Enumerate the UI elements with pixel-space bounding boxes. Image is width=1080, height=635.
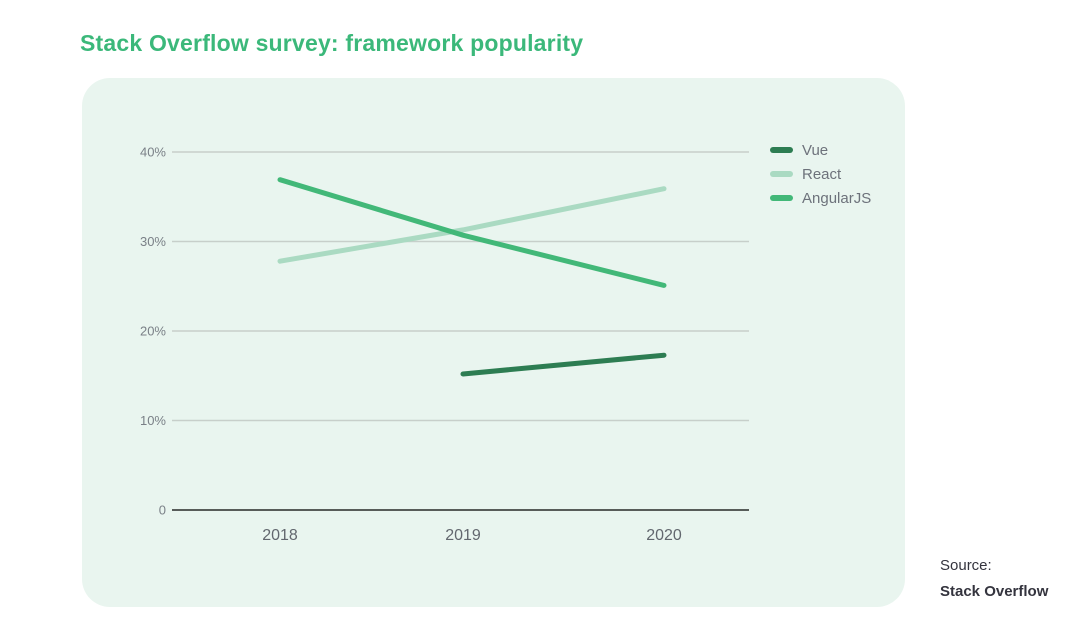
x-tick-label: 2019: [445, 527, 481, 544]
legend-swatch-icon: [770, 147, 793, 153]
legend-label: AngularJS: [802, 189, 872, 207]
legend-label: React: [802, 165, 842, 183]
source-label: Source:: [940, 557, 992, 574]
line-react: [277, 186, 667, 264]
y-tick-label: 20%: [140, 324, 166, 339]
chart-panel: 0 10% 20% 30% 40% 2018 2019 2020 Vue React Angula…: [82, 78, 905, 607]
chart-legend: Vue React AngularJS: [770, 138, 871, 210]
chart-source: Source: Stack Overflow: [940, 553, 1048, 605]
y-tick-label: 30%: [140, 234, 166, 249]
line-angularjs: [277, 177, 667, 288]
source-name: Stack Overflow: [940, 583, 1049, 600]
line-vue: [460, 352, 667, 377]
page-title: Stack Overflow survey: framework popular…: [80, 30, 584, 56]
line-chart: 0 10% 20% 30% 40% 2018 2019 2020: [140, 145, 749, 544]
legend-swatch-icon: [770, 171, 793, 177]
legend-label: Vue: [802, 141, 829, 159]
y-tick-label: 10%: [140, 413, 166, 428]
legend-item-vue: Vue: [770, 138, 871, 162]
y-tick-label: 40%: [140, 145, 166, 160]
x-tick-label: 2018: [262, 527, 298, 544]
x-tick-label: 2020: [646, 527, 682, 544]
legend-item-angularjs: AngularJS: [770, 186, 871, 210]
y-tick-label: 0: [159, 503, 166, 518]
legend-item-react: React: [770, 162, 871, 186]
legend-swatch-icon: [770, 195, 793, 201]
